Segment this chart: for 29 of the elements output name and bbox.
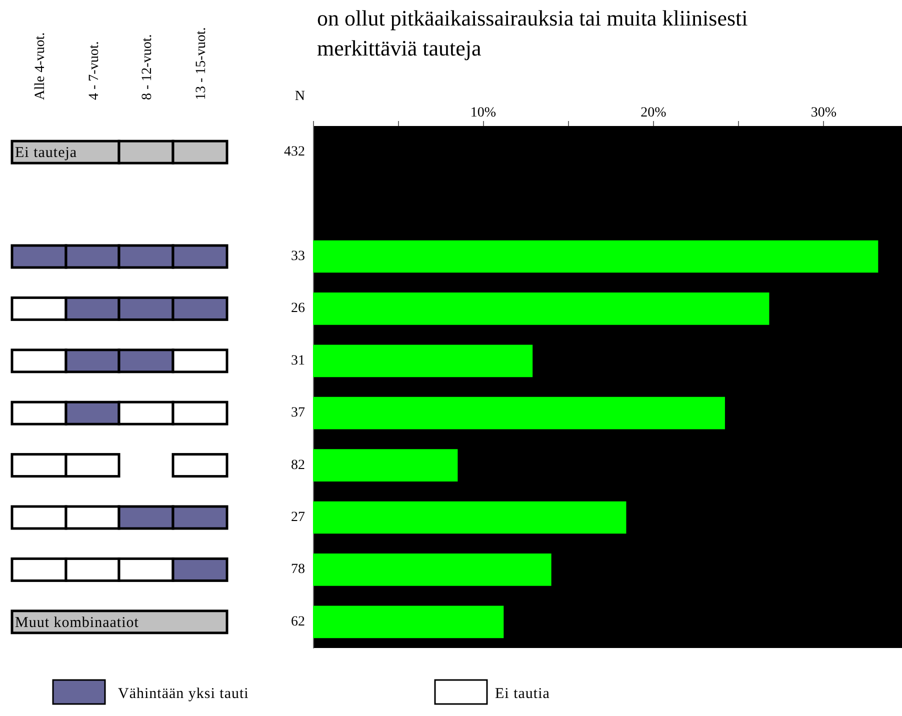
bar <box>313 606 504 638</box>
text: Vähintään yksi tauti <box>118 686 249 702</box>
y-tick-label: 78 <box>291 562 305 578</box>
text: 13 - 15-vuot. <box>194 27 209 100</box>
y-tick-label: 31 <box>291 353 305 368</box>
bar <box>313 449 458 482</box>
bar <box>313 554 552 586</box>
y-tick-label: 27 <box>291 510 305 525</box>
text: Ei tautia <box>495 686 550 702</box>
text: N <box>294 89 305 104</box>
x-tick-label: 30% <box>810 106 837 120</box>
x-tick-label: 10% <box>470 106 496 120</box>
y-tick-label: 432 <box>284 144 305 160</box>
bar <box>313 396 725 430</box>
bar <box>313 344 533 378</box>
text: 4 - 7-vuot. <box>87 41 102 100</box>
y-tick-label: 33 <box>291 249 305 264</box>
bar <box>313 292 770 325</box>
text: 8 - 12-vuot. <box>140 34 155 100</box>
bar <box>313 240 878 273</box>
age-group-table: Ei tauteja Muut kombinaatiot <box>10 140 228 634</box>
x-tick-label: 20% <box>640 106 667 120</box>
text: Alle 4-vuot. <box>33 32 48 100</box>
bar <box>313 501 626 534</box>
y-tick-label: 37 <box>291 406 305 421</box>
y-tick-label: 26 <box>291 301 305 316</box>
chart-title: on ollut pitkäaikaissairauksia tai muita kliinisesti merkittäviä tauteja <box>317 6 748 60</box>
y-tick-label: 62 <box>291 614 305 630</box>
y-tick-label: 82 <box>291 458 305 473</box>
